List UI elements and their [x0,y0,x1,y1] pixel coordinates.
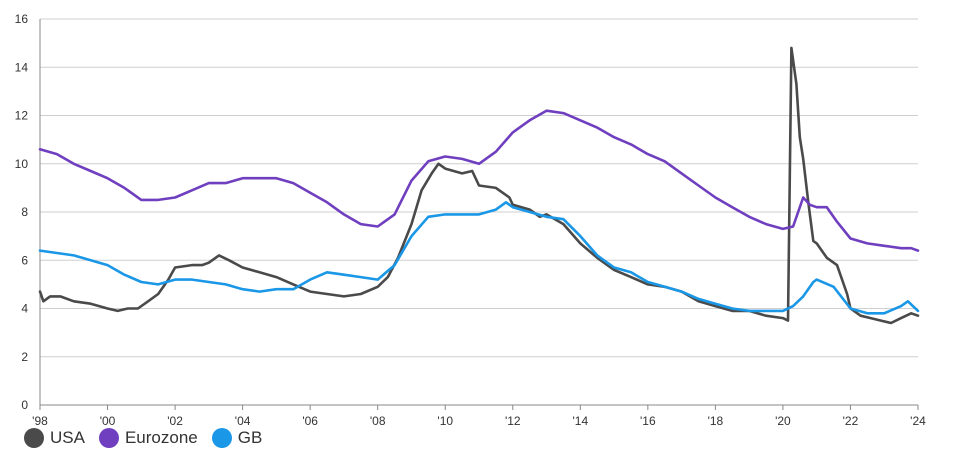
series-line-gb [38,201,920,315]
y-tick-label: 12 [15,109,29,123]
legend-label: USA [50,428,85,447]
y-tick-label: 10 [15,157,29,171]
y-tick-label: 8 [21,205,28,219]
y-tick-label: 14 [15,60,29,74]
legend-swatch [24,428,44,448]
x-tick-label: '22 [843,414,859,428]
x-tick-label: '12 [505,414,521,428]
legend: USA Eurozone GB [24,428,262,448]
x-axis-ticks: '98 '00 '02 '04 '06 '08 '10 '12 '14 '16 '18 '20 '22 '… [32,405,926,428]
legend-item-eurozone: Eurozone [98,428,198,448]
y-tick-label: 2 [21,350,28,364]
legend-item-gb: GB [211,428,263,448]
series-lines [38,46,920,325]
legend-item-usa: USA [24,428,85,448]
legend-label: Eurozone [124,428,198,447]
grid [39,18,918,406]
x-tick-label: '14 [572,414,588,428]
legend-label: GB [237,428,263,447]
y-axis-ticks: 0 2 4 6 8 10 12 14 16 [15,12,29,412]
x-tick-label: '24 [910,414,926,428]
y-tick-label: 6 [21,253,28,267]
x-tick-label: '06 [302,414,318,428]
x-tick-label: '98 [32,414,48,428]
x-tick-label: '08 [370,414,386,428]
x-tick-label: '00 [100,414,116,428]
y-tick-label: 4 [21,302,28,316]
x-tick-label: '02 [167,414,183,428]
x-tick-label: '04 [235,414,251,428]
x-tick-label: '20 [775,414,791,428]
y-tick-label: 0 [21,398,28,412]
x-tick-label: '16 [640,414,656,428]
legend-swatch [211,428,232,448]
legend-swatch [98,428,119,448]
series-line-eurozone [38,109,920,252]
x-tick-label: '18 [708,414,724,428]
x-tick-label: '10 [437,414,453,428]
series-line-usa [38,46,920,325]
y-tick-label: 16 [15,12,29,26]
